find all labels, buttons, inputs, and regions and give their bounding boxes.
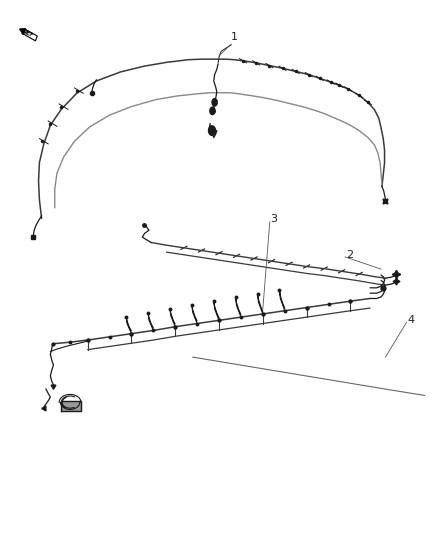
Polygon shape — [212, 99, 217, 106]
Text: 3: 3 — [271, 214, 278, 224]
Polygon shape — [20, 29, 25, 35]
Text: 1: 1 — [231, 32, 238, 42]
Text: 4: 4 — [407, 315, 414, 325]
Polygon shape — [61, 401, 81, 411]
Polygon shape — [208, 126, 215, 135]
Polygon shape — [210, 107, 215, 115]
Text: 2: 2 — [346, 249, 353, 260]
Text: REF: REF — [22, 30, 34, 38]
